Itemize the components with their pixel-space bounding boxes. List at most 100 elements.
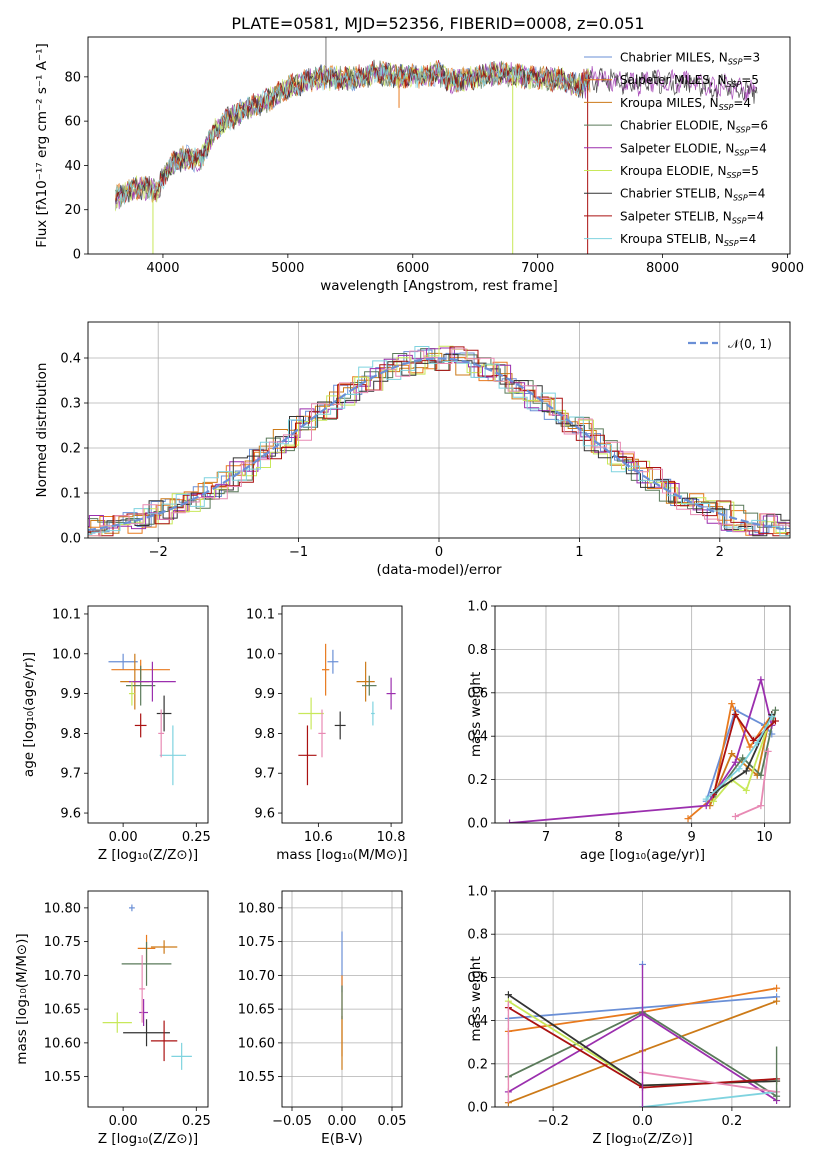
error-cross [128, 661, 176, 702]
age-vs-mass-panel: 10.6 10.8 9.6 9.7 9.8 9.9 10.0 10.1 mass [log₁₀(… [246, 605, 408, 863]
y-tick-label: 0.8 [467, 928, 488, 943]
residual-histogram [88, 346, 790, 537]
x-tick-label: 0.05 [378, 1114, 407, 1129]
x-tick-label: 2 [716, 545, 724, 560]
error-cross [126, 665, 156, 706]
x-tick-label: −1 [289, 545, 308, 560]
axes-frame [87, 605, 209, 824]
y-tick-label: 0.4 [467, 730, 488, 745]
error-cross [150, 1020, 178, 1062]
mass-weight-marker [506, 819, 514, 823]
mass-weight-marker [684, 815, 692, 823]
axes-frame [87, 321, 791, 539]
mass-weight-line [712, 710, 777, 798]
plot-area [495, 606, 790, 823]
spectrum-title: PLATE=0581, MJD=52356, FIBERID=0008, z=0… [231, 14, 644, 33]
mass-weight-marker [746, 743, 754, 751]
y-tick-label: 10.60 [44, 1036, 81, 1051]
y-tick-label: 10.0 [52, 647, 81, 662]
y-axis-label: mass [log₁₀(M/M⊙)] [14, 933, 30, 1064]
mass-weight-marker [739, 754, 747, 762]
y-tick-label: 10.70 [44, 969, 81, 984]
gaussian-reference-curve [88, 357, 788, 532]
weight-vs-metallicity-panel: −0.2 0.0 0.2 0.0 0.2 0.4 0.6 0.8 1.0 Z [log₁₀(Z/Z… [467, 885, 791, 1147]
y-tick-label: 0.4 [60, 352, 81, 367]
x-tick-label: 1 [575, 545, 583, 560]
error-cross [298, 697, 324, 730]
y-tick-label: 10.55 [238, 1070, 275, 1085]
y-tick-label: 10.65 [238, 1003, 275, 1018]
legend-entry: Salpeter STELIB, NSSP=4 [620, 209, 764, 225]
residual-histogram-panel: −2 −1 0 1 2 0.0 0.1 0.2 0.3 0.4 (data-model)/error… [34, 321, 791, 578]
mass-weight-marker [773, 997, 781, 1005]
x-axis-label: mass [log₁₀(M/M⊙)] [276, 847, 407, 863]
mass-weight-marker [768, 713, 776, 721]
error-cross [123, 1019, 170, 1047]
x-tick-label: 7 [542, 830, 550, 845]
y-tick-label: 9.7 [60, 767, 81, 782]
y-tick-label: 9.8 [60, 727, 81, 742]
y-tick-label: 1.0 [467, 885, 488, 900]
y-tick-label: 10.80 [238, 901, 275, 916]
mass-weight-marker [771, 706, 779, 714]
mass-weight-marker [731, 711, 739, 718]
residual-histogram [88, 345, 790, 537]
y-tick-label: 0.2 [467, 773, 488, 788]
error-cross [334, 711, 346, 740]
x-axis-label: Z [log₁₀(Z/Z⊙)] [98, 1131, 198, 1147]
y-tick-label: 10.1 [246, 607, 275, 622]
y-tick-label: 0 [73, 248, 81, 263]
error-cross [356, 661, 375, 702]
y-tick-label: 0.3 [60, 397, 81, 412]
y-tick-label: 0.1 [60, 487, 81, 502]
plot-area [88, 322, 790, 538]
mass-weight-marker [742, 767, 750, 775]
y-tick-label: 0.2 [467, 1057, 488, 1072]
y-axis-label: age [log₁₀(age/yr)] [21, 652, 37, 777]
error-cross [171, 1042, 192, 1070]
y-tick-label: 10.75 [238, 935, 275, 950]
mass-weight-marker [735, 765, 743, 773]
y-tick-label: 9.9 [60, 687, 81, 702]
y-tick-label: 9.7 [254, 767, 275, 782]
y-tick-label: 10.80 [44, 901, 81, 916]
legend-entry: Kroupa ELODIE, NSSP=5 [620, 164, 759, 180]
spectrum-line [115, 61, 591, 205]
mass-weight-marker [710, 797, 718, 805]
error-cross [156, 695, 172, 732]
error-cross [139, 999, 148, 1026]
legend-entry: Kroupa MILES, NSSP=4 [620, 96, 751, 112]
error-cross [371, 701, 375, 726]
error-cross [158, 709, 165, 758]
x-tick-label: 9000 [771, 261, 804, 276]
y-tick-label: 0.6 [467, 971, 488, 986]
y-tick-label: 10.70 [238, 969, 275, 984]
legend-entry: Chabrier STELIB, NSSP=4 [620, 187, 765, 203]
y-axis-label: Flux [fλ10⁻¹⁷ erg cm⁻² s⁻¹ A⁻¹] [34, 43, 50, 248]
age-vs-metallicity-panel: 0.00 0.25 9.6 9.7 9.8 9.9 10.0 10.1 Z [log₁₀(Z/Z… [21, 605, 211, 863]
mass-weight-marker [702, 795, 710, 803]
error-cross [327, 649, 339, 674]
x-tick-label: 8 [615, 830, 623, 845]
mass-weight-marker [750, 737, 758, 745]
plot-area [282, 891, 402, 1107]
x-axis-label: age [log₁₀(age/yr)] [580, 847, 705, 863]
legend-entry: Chabrier ELODIE, NSSP=6 [620, 119, 768, 135]
legend: Chabrier MILES, NSSP=3 Salpeter MILES, NS… [584, 51, 768, 248]
y-tick-label: 1.0 [467, 600, 488, 615]
mass-weight-marker [702, 802, 710, 810]
mass-weight-marker [757, 676, 765, 684]
axes-frame [281, 605, 403, 824]
mass-weight-line [709, 725, 769, 806]
mass-weight-line [712, 725, 769, 802]
mass-weight-marker [728, 750, 736, 758]
legend-entry: Salpeter MILES, NSSP=5 [620, 73, 759, 89]
x-tick-label: 5000 [271, 261, 304, 276]
x-tick-label: −2 [149, 545, 168, 560]
x-tick-label: 8000 [646, 261, 679, 276]
x-tick-label: 6000 [396, 261, 429, 276]
error-cross [128, 681, 135, 706]
mass-vs-extinction-panel: −0.05 0.00 0.05 10.55 10.60 10.65 10.70 10.75 10… [238, 890, 407, 1147]
mass-weight-marker [771, 717, 779, 725]
